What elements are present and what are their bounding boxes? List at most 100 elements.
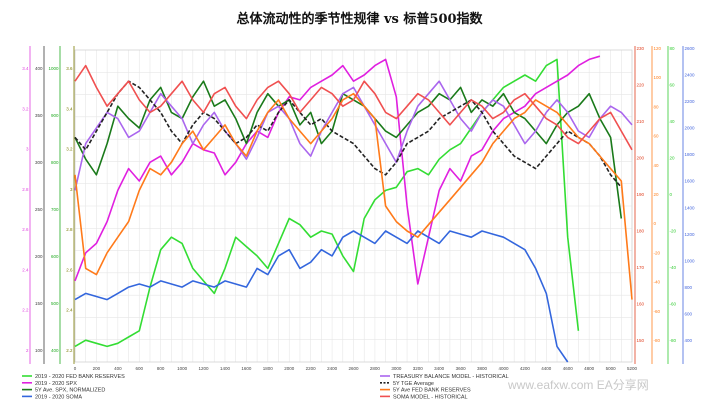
x-tick-label: 1600	[241, 366, 252, 371]
right-axis-tick-label: -40	[654, 280, 661, 285]
right-axis-tick-label: -40	[670, 265, 677, 270]
left-axis-tick-label: 300	[35, 160, 43, 165]
right-axis-tick-label: 150	[637, 338, 645, 343]
x-tick-label: 2400	[327, 366, 338, 371]
left-axis-tick-label: 150	[35, 301, 43, 306]
right-axis-tick-label: 120	[654, 46, 662, 51]
x-tick-label: 3000	[391, 366, 402, 371]
right-axis-tick-label: 60	[670, 83, 676, 88]
right-axis-tick-label: 170	[637, 265, 645, 270]
grid-lines	[74, 49, 633, 363]
x-tick-label: 4600	[563, 366, 574, 371]
left-axis-tick-label: 3	[70, 187, 73, 192]
right-axis-tick-label: -80	[654, 338, 661, 343]
right-axis-tick-label: 100	[654, 75, 662, 80]
left-axis-tick-label: 2.8	[66, 227, 73, 232]
x-tick-label: 200	[93, 366, 101, 371]
left-axis-tick-label: 3.4	[66, 106, 73, 111]
x-tick-label: 1200	[199, 366, 210, 371]
x-tick-label: 4000	[498, 366, 509, 371]
left-axis-tick-label: 2.4	[22, 267, 29, 272]
x-tick-label: 3400	[434, 366, 445, 371]
left-axis-tick-label: 350	[35, 113, 43, 118]
legend-label: 5Y Ave. SPX, NORMALIZED	[35, 388, 105, 394]
right-axis-tick-label: 1800	[685, 152, 696, 157]
left-axis-tick-label: 250	[35, 207, 43, 212]
right-axis-tick-label: -60	[670, 302, 677, 307]
left-axis-tick-label: 3.4	[22, 66, 29, 71]
left-axis-tick-label: 200	[35, 254, 43, 259]
x-tick-label: 3800	[477, 366, 488, 371]
series-line	[74, 64, 633, 151]
left-axis-tick-label: 2.6	[22, 227, 29, 232]
x-tick-label: 400	[114, 366, 122, 371]
right-axis-tick-label: 60	[654, 134, 660, 139]
series-line	[74, 92, 633, 300]
right-axis-tick-label: 1000	[685, 258, 696, 263]
left-axis-tick-label: 2.4	[66, 308, 73, 313]
right-axis-tick-label: -60	[654, 309, 661, 314]
right-axis-tick-label: 200	[637, 156, 645, 161]
right-axis-tick-label: 20	[670, 156, 676, 161]
x-tick-label: 0	[74, 366, 77, 371]
chart-title: 总体流动性的季节性规律 vs 标普500指数	[236, 12, 483, 27]
left-axis-tick-label: 3	[26, 147, 29, 152]
left-axis-tick-label: 1000	[48, 66, 59, 71]
right-axis-tick-label: 80	[670, 46, 676, 51]
right-axis-tick-label: -20	[654, 250, 661, 255]
x-tick-label: 2000	[284, 366, 295, 371]
right-axis-tick-label: 600	[685, 311, 693, 316]
x-tick-label: 2200	[306, 366, 317, 371]
series-line	[74, 55, 601, 285]
left-axis-tick-label: 2.2	[22, 308, 29, 313]
right-axis-tick-label: 40	[670, 119, 676, 124]
series-lines	[74, 55, 633, 363]
left-axis-tick-label: 900	[51, 113, 59, 118]
x-tick-label: 2800	[370, 366, 381, 371]
legend-label: 2019 - 2020 FED BANK RESERVES	[35, 374, 125, 380]
right-axis-tick-label: 190	[637, 192, 645, 197]
x-tick-label: 1800	[263, 366, 274, 371]
left-axis-tick-label: 500	[51, 301, 59, 306]
right-axis-tick-label: 2000	[685, 126, 696, 131]
right-axis-tick-label: 80	[654, 104, 660, 109]
series-line	[74, 80, 633, 191]
right-axis-tick-label: 40	[654, 163, 660, 168]
right-axis-tick-label: 1600	[685, 179, 696, 184]
series-line	[74, 80, 622, 188]
left-axis-tick-label: 3.6	[66, 66, 73, 71]
left-axis-tick-label: 700	[51, 207, 59, 212]
x-tick-label: 4400	[541, 366, 552, 371]
x-tick-label: 5000	[606, 366, 617, 371]
legend-label: 5Y TGE Average	[393, 381, 434, 387]
right-axis-tick-label: 20	[654, 192, 660, 197]
right-axis-tick-label: 210	[637, 119, 645, 124]
right-axis-tick-label: 2200	[685, 99, 696, 104]
x-tick-label: 1400	[220, 366, 231, 371]
left-axis-tick-label: 3.2	[22, 106, 29, 111]
x-tick-label: 2600	[348, 366, 359, 371]
left-axis-tick-label: 3.2	[66, 147, 73, 152]
left-axis-tick-label: 2.6	[66, 267, 73, 272]
x-tick-label: 800	[157, 366, 165, 371]
x-tick-label: 4200	[520, 366, 531, 371]
right-axis-tick-label: 230	[637, 46, 645, 51]
right-axis-tick-label: 0	[670, 192, 673, 197]
left-axis-tick-label: 800	[51, 160, 59, 165]
axes: 0 200 400 600 800 1000 1200 1400 1600 1800 2000 220…	[22, 46, 695, 371]
x-tick-label: 5200	[627, 366, 638, 371]
left-axis-tick-label: 100	[35, 348, 43, 353]
plot-frame	[74, 49, 633, 363]
x-tick-label: 1000	[177, 366, 188, 371]
left-axis-tick-label: 600	[51, 254, 59, 259]
right-axis-tick-label: 1200	[685, 232, 696, 237]
legend-label: TREASURY BALANCE MODEL - HISTORICAL	[393, 374, 509, 380]
left-axis-tick-label: 400	[35, 66, 43, 71]
right-axis-tick-label: 400	[685, 338, 693, 343]
right-axis-tick-label: 180	[637, 229, 645, 234]
legend-label: 5Y Ave FED BANK RESERVES	[393, 388, 471, 394]
series-line	[74, 58, 580, 348]
legend-label: 2019 - 2020 SPX	[35, 381, 77, 387]
